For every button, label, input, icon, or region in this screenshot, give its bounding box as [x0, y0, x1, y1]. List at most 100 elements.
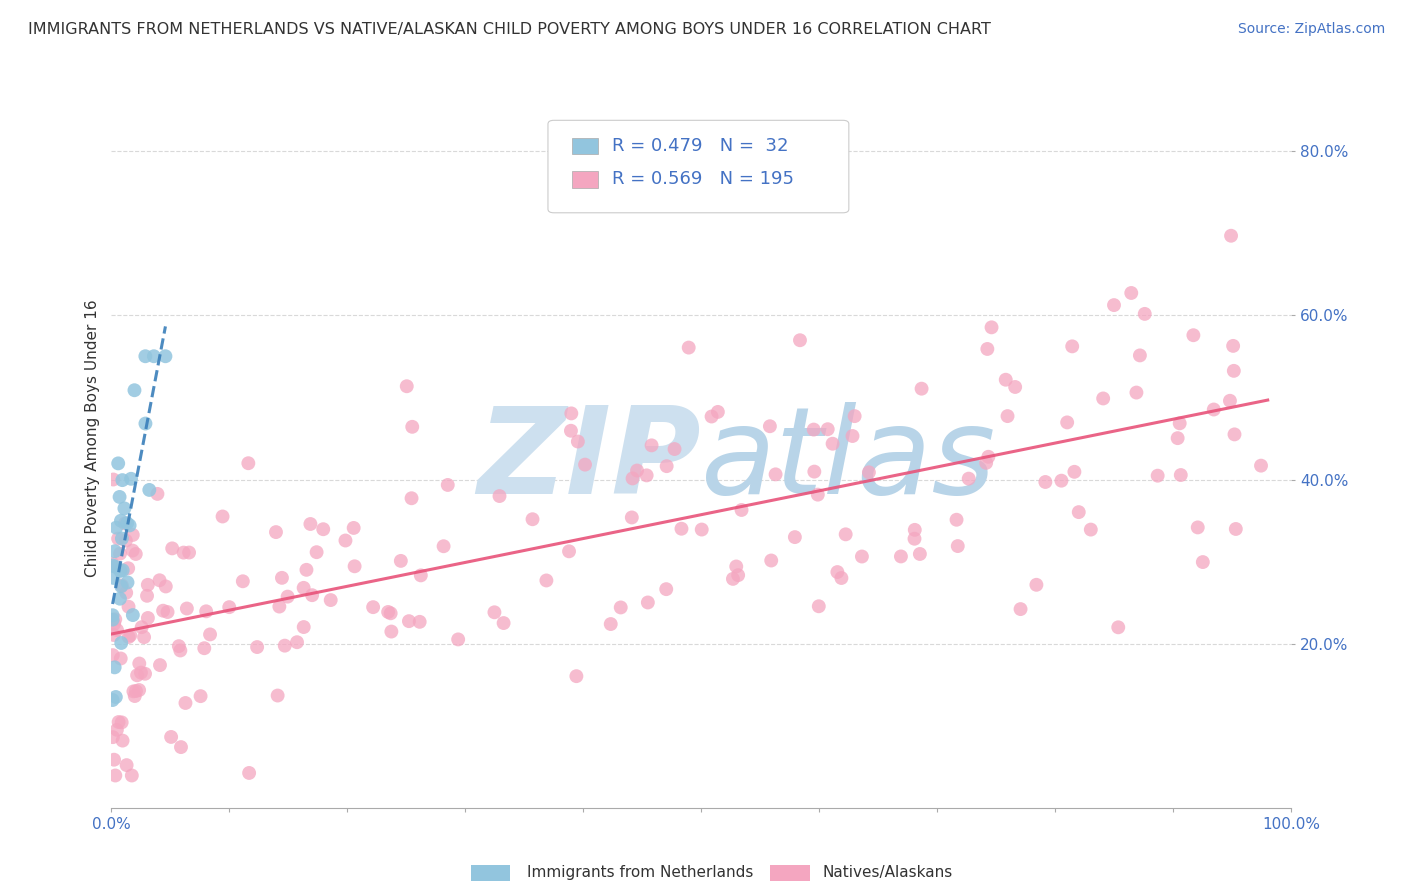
Point: [115, 758, 138, 772]
Point: [111, 532, 134, 546]
Point: [997, 409, 1019, 423]
Point: [170, 740, 193, 755]
Point: [110, 651, 132, 665]
Point: [621, 471, 644, 485]
Point: [118, 518, 141, 533]
Point: [111, 715, 134, 730]
Point: [128, 683, 150, 698]
Point: [655, 459, 678, 474]
Point: [211, 509, 233, 524]
Point: [117, 630, 139, 644]
Point: [980, 320, 1002, 334]
Point: [1182, 328, 1205, 343]
Point: [640, 438, 662, 452]
Point: [108, 547, 131, 561]
Point: [107, 532, 129, 546]
Point: [301, 588, 323, 602]
Point: [1219, 393, 1241, 408]
Point: [292, 620, 315, 634]
Point: [1187, 520, 1209, 534]
Point: [1225, 522, 1247, 536]
Point: [817, 422, 839, 436]
Point: [730, 503, 752, 517]
Point: [395, 379, 418, 393]
Point: [565, 669, 588, 683]
Point: [727, 568, 749, 582]
Point: [1223, 427, 1246, 442]
Point: [134, 349, 156, 363]
Point: [994, 373, 1017, 387]
Point: [292, 581, 315, 595]
Point: [169, 643, 191, 657]
Point: [765, 467, 787, 482]
Point: [1010, 602, 1032, 616]
Point: [136, 611, 159, 625]
Point: [101, 613, 124, 627]
Point: [134, 666, 156, 681]
Point: [335, 533, 357, 548]
Point: [903, 532, 925, 546]
Point: [945, 513, 967, 527]
Point: [620, 510, 643, 524]
Point: [957, 472, 980, 486]
Point: [131, 620, 153, 634]
Point: [908, 547, 931, 561]
Text: Source: ZipAtlas.com: Source: ZipAtlas.com: [1237, 22, 1385, 37]
Text: Immigrants from Netherlands: Immigrants from Netherlands: [527, 865, 754, 880]
Text: R = 0.479   N =  32: R = 0.479 N = 32: [612, 137, 789, 155]
Point: [104, 544, 127, 558]
Point: [844, 409, 866, 424]
Point: [111, 733, 134, 747]
Point: [536, 574, 558, 588]
Point: [156, 605, 179, 619]
Point: [1220, 228, 1243, 243]
Point: [101, 730, 124, 744]
Point: [285, 635, 308, 649]
Point: [1250, 458, 1272, 473]
Point: [1146, 468, 1168, 483]
Point: [105, 723, 128, 737]
Point: [492, 615, 515, 630]
Point: [195, 604, 218, 618]
Point: [946, 539, 969, 553]
Point: [167, 639, 190, 653]
Point: [146, 487, 169, 501]
Point: [238, 766, 260, 780]
Point: [104, 660, 127, 674]
Point: [105, 521, 128, 535]
Point: [1129, 348, 1152, 362]
Point: [264, 525, 287, 540]
Point: [101, 693, 124, 707]
Text: IMMIGRANTS FROM NETHERLANDS VS NATIVE/ALASKAN CHILD POVERTY AMONG BOYS UNDER 16 : IMMIGRANTS FROM NETHERLANDS VS NATIVE/AL…: [28, 22, 991, 37]
Point: [401, 419, 423, 434]
Point: [761, 553, 783, 567]
Point: [1223, 364, 1246, 378]
Point: [1092, 392, 1115, 406]
Point: [127, 668, 149, 682]
Point: [1125, 385, 1147, 400]
Point: [1107, 620, 1129, 634]
Point: [305, 545, 328, 559]
Point: [115, 586, 138, 600]
Point: [120, 472, 142, 486]
Point: [789, 333, 811, 347]
Point: [103, 616, 125, 631]
Point: [432, 539, 454, 553]
Point: [117, 599, 139, 614]
Point: [976, 342, 998, 356]
Point: [1067, 505, 1090, 519]
Point: [637, 595, 659, 609]
Point: [841, 429, 863, 443]
Point: [193, 641, 215, 656]
Point: [599, 617, 621, 632]
Point: [101, 557, 124, 571]
Point: [110, 514, 132, 528]
Point: [136, 578, 159, 592]
Point: [176, 601, 198, 615]
Point: [148, 574, 170, 588]
Point: [1133, 307, 1156, 321]
Point: [319, 593, 342, 607]
Point: [655, 582, 678, 596]
Point: [107, 456, 129, 470]
Point: [488, 489, 510, 503]
